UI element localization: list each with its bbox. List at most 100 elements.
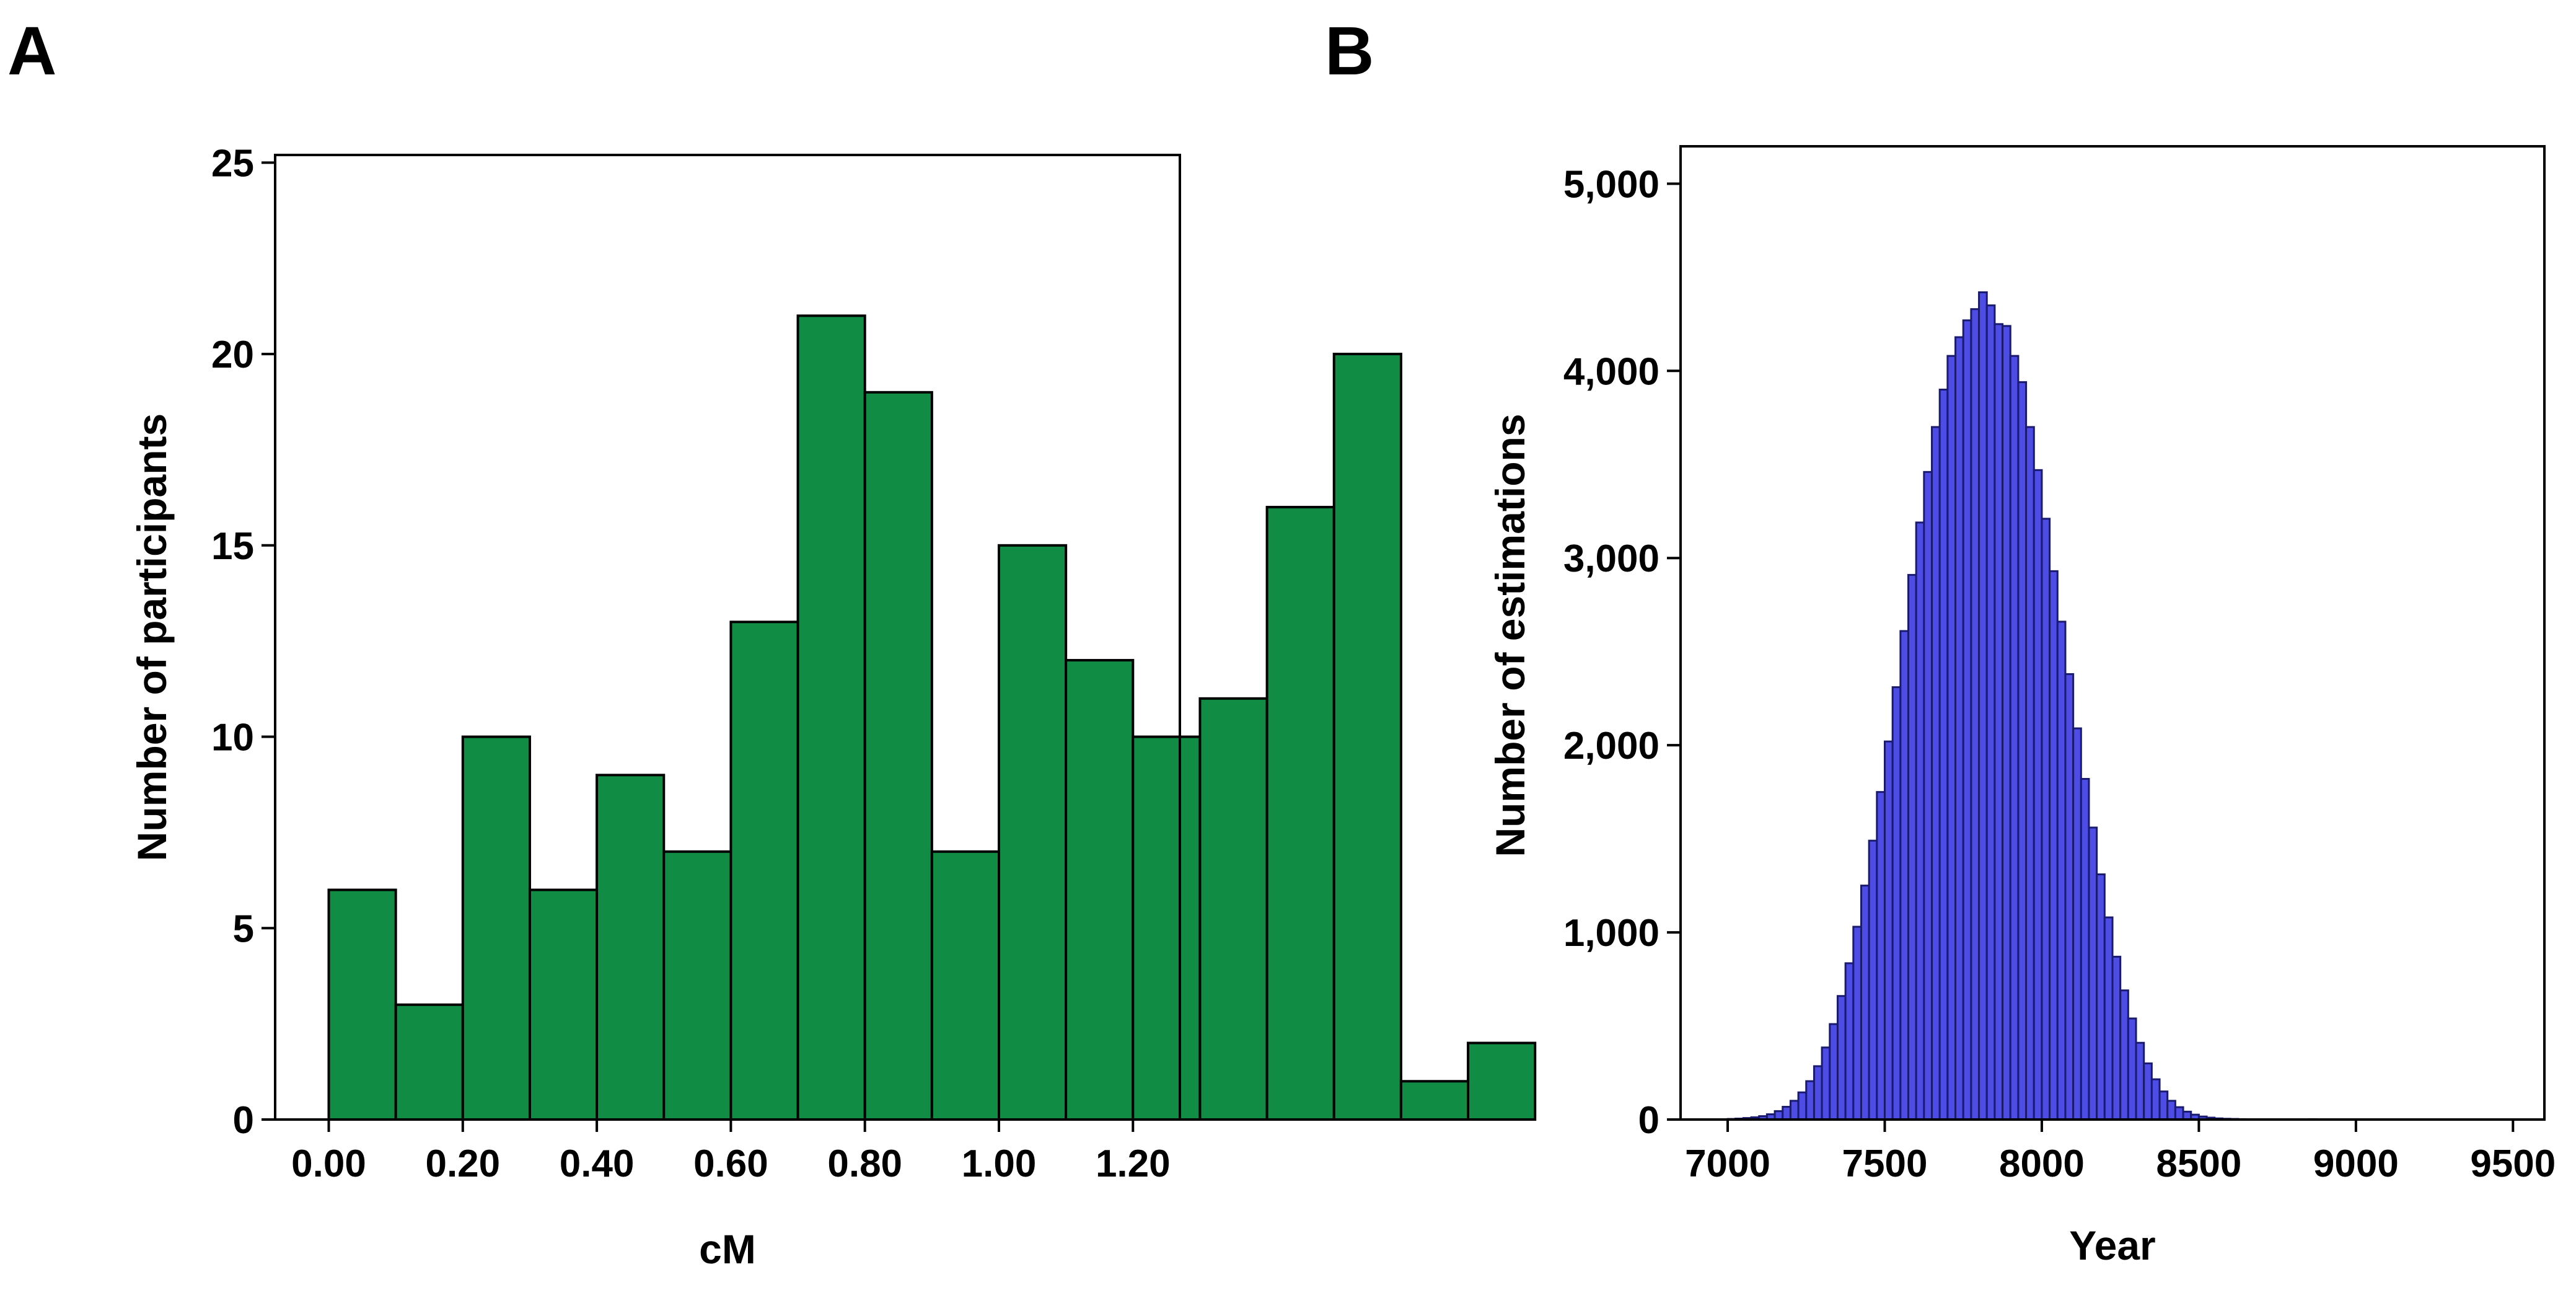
chart-a-x-tick-label: 0.20 <box>425 1142 500 1185</box>
chart-b-y-tick-label: 1,000 <box>1563 912 1659 955</box>
chart-b-bar <box>2025 426 2035 1121</box>
chart-a-x-tick-label: 0.80 <box>827 1142 902 1185</box>
chart-a-x-tick-label: 0.00 <box>291 1142 366 1185</box>
chart-b-bar <box>1852 926 1862 1121</box>
chart-a-bar <box>998 544 1068 1121</box>
chart-a-bar <box>1198 697 1268 1121</box>
chart-a-y-tick-label: 25 <box>211 142 254 185</box>
chart-b-bar <box>1789 1100 1800 1121</box>
chart-a-bar <box>729 621 799 1121</box>
chart-b-x-tick-label: 7000 <box>1685 1142 1770 1185</box>
chart-b-bar <box>1836 995 1847 1121</box>
chart-b-y-tick-label: 5,000 <box>1563 163 1659 206</box>
chart-b-bar <box>2111 955 2122 1121</box>
chart-a-x-tick-label: 0.40 <box>560 1142 635 1185</box>
chart-b-bar <box>1883 740 1894 1121</box>
chart-a-y-tick-label: 20 <box>211 334 254 376</box>
chart-b-bar <box>2174 1106 2184 1121</box>
chart-a-y-tick-label: 15 <box>211 525 254 568</box>
chart-b-bar <box>2127 1017 2137 1121</box>
chart-b-x-tick-label: 8500 <box>2156 1142 2241 1185</box>
chart-b-bar <box>2150 1078 2161 1121</box>
chart-b-bar <box>2088 826 2098 1121</box>
chart-a-bar <box>1065 659 1135 1121</box>
chart-b-bar <box>1946 355 1957 1121</box>
chart-b-bar <box>2143 1062 2153 1121</box>
chart-b-bar <box>1821 1046 1831 1121</box>
chart-b-bar <box>2103 916 2114 1121</box>
chart-b-bar <box>2119 989 2129 1121</box>
chart-a-bar <box>662 850 732 1121</box>
chart-a-y-tick-label: 0 <box>233 1099 254 1142</box>
chart-b-x-tick-label: 9000 <box>2313 1142 2399 1185</box>
chart-b-bar <box>1970 308 1980 1121</box>
chart-a-plot-frame <box>274 154 1181 1121</box>
chart-b-bar <box>1907 573 1917 1121</box>
chart-a-x-tick-label: 1.00 <box>962 1142 1037 1185</box>
chart-b-bar <box>1954 336 1964 1121</box>
chart-a-bar <box>863 391 933 1121</box>
chart-b-bar <box>1782 1105 1791 1121</box>
panel-a-letter: A <box>7 13 56 89</box>
chart-b-bar <box>2002 325 2011 1121</box>
chart-b-bar <box>1994 323 2004 1121</box>
chart-b-bar <box>2135 1041 2145 1121</box>
chart-b-bar <box>2096 873 2106 1121</box>
chart-b-x-tick-label: 9500 <box>2470 1142 2556 1185</box>
chart-b-bar <box>1876 791 1886 1121</box>
chart-b-bar <box>2072 727 2082 1121</box>
chart-b-bar <box>1868 839 1878 1121</box>
chart-a-bar <box>796 314 866 1121</box>
chart-b-bar <box>2064 673 2075 1121</box>
chart-a-bar <box>1399 1080 1470 1121</box>
chart-b-bar <box>2049 570 2059 1121</box>
chart-a-bar <box>930 850 1000 1121</box>
chart-a-bar <box>528 888 599 1121</box>
chart-b-plot-frame <box>1679 145 2546 1121</box>
chart-b: 0 1,000 2,000 3,000 4,000 5,000 7000 7500 8000 8… <box>1487 145 2556 1268</box>
chart-b-bar <box>1844 962 1855 1121</box>
chart-b-bar <box>2166 1100 2176 1121</box>
chart-a-x-axis: 0.00 0.20 0.40 0.60 0.80 1.00 1.20 <box>291 1120 1171 1185</box>
chart-b-y-tick-label: 2,000 <box>1563 725 1659 767</box>
chart-b-bar <box>1774 1110 1784 1121</box>
chart-b-x-tick-label: 8000 <box>1999 1142 2085 1185</box>
chart-b-bar <box>1978 291 1988 1121</box>
chart-b-bar <box>1805 1080 1815 1121</box>
chart-b-x-axis: 7000 7500 8000 8500 9000 9500 <box>1685 1120 2556 1185</box>
chart-b-bar <box>1931 426 1941 1121</box>
chart-b-y-tick-label: 0 <box>1638 1099 1659 1142</box>
chart-a-bar <box>394 1003 464 1121</box>
panel-b-letter: B <box>1325 13 1374 89</box>
chart-b-y-tick-label: 4,000 <box>1563 350 1659 393</box>
chart-a-x-tick-label: 1.20 <box>1096 1142 1171 1185</box>
chart-b-bar <box>1891 686 1902 1121</box>
chart-a-y-axis-title: Number of participants <box>129 413 175 861</box>
chart-a-y-tick-label: 10 <box>211 717 254 759</box>
chart-b-bar <box>1938 389 1949 1121</box>
chart-b-bar <box>1923 470 1933 1121</box>
chart-b-bar <box>1899 630 1910 1121</box>
chart-a-bar <box>1132 735 1202 1121</box>
chart-a-bar <box>1265 506 1335 1121</box>
chart-a-bar <box>461 735 531 1121</box>
chart-b-bars <box>1726 291 2318 1121</box>
chart-b-bar <box>1813 1065 1823 1121</box>
chart-b-bar <box>1985 304 1996 1121</box>
chart-b-bar <box>2158 1090 2169 1121</box>
chart-b-bar <box>2056 621 2067 1121</box>
chart-b-bar <box>2041 518 2051 1121</box>
chart-a-y-tick-label: 5 <box>233 908 254 950</box>
chart-b-y-axis-title: Number of estimations <box>1487 413 1533 857</box>
chart-a-bar <box>596 774 666 1121</box>
chart-b-bar <box>2033 469 2043 1121</box>
chart-a-y-axis: 0 5 10 15 20 25 <box>211 142 275 1142</box>
chart-a-bars <box>327 314 1537 1121</box>
chart-a-bar <box>1332 353 1402 1121</box>
chart-a-bar <box>327 888 397 1121</box>
chart-b-bar <box>2080 778 2090 1121</box>
chart-b-bar <box>1915 521 1925 1121</box>
chart-b-x-tick-label: 7500 <box>1842 1142 1928 1185</box>
chart-b-bar <box>1829 1023 1839 1121</box>
